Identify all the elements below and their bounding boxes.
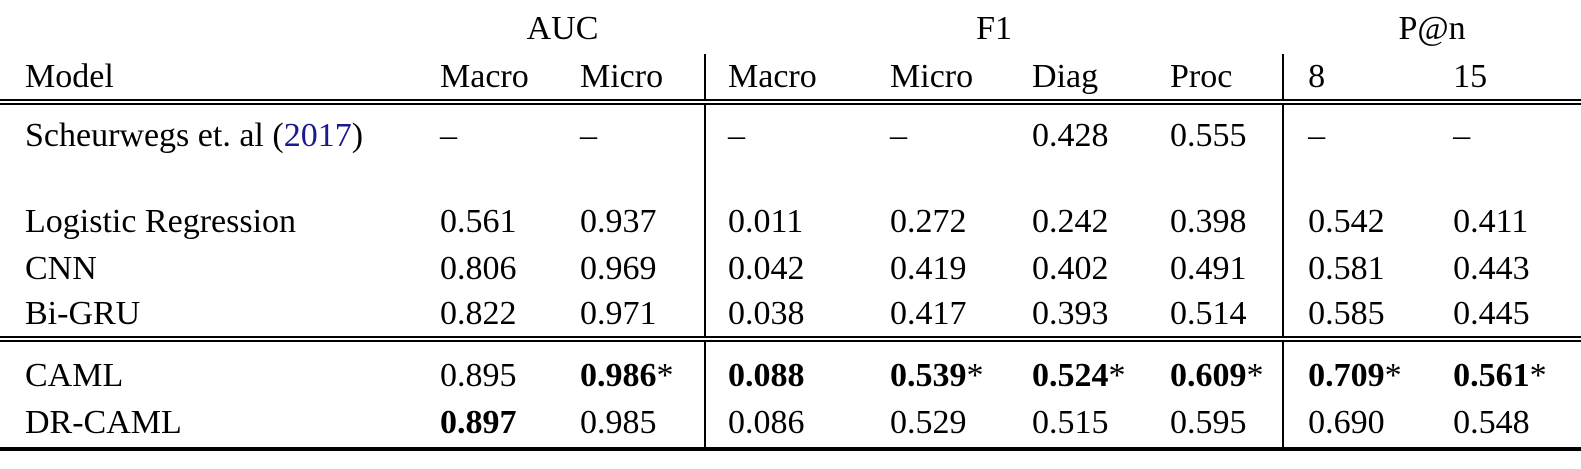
cell-scheurwegs-f1-proc: 0.555 xyxy=(1150,102,1285,166)
cell-scheurwegs-f1-diag: 0.428 xyxy=(1032,116,1109,154)
cell-cnn-f1-proc: 0.491 xyxy=(1150,245,1285,292)
cell-bigru-auc-macro: 0.822 xyxy=(420,292,560,342)
cell-bigru-p8: 0.585 xyxy=(1283,292,1436,342)
column-header-p-at-15: 15 xyxy=(1435,54,1581,105)
cell-drcaml-f1-diag: 0.515 xyxy=(1012,399,1151,451)
cell-bigru-auc-micro: 0.971 xyxy=(560,292,707,342)
table-row-cnn: CNN 0.806 0.969 0.042 0.419 0.402 0.491 … xyxy=(0,245,1581,292)
table-row-dr-caml: DR-CAML 0.897 0.985 0.086 0.529 0.515 0.… xyxy=(0,399,1581,451)
cell-bigru-f1-proc: 0.514 xyxy=(1150,292,1285,342)
cell-caml-f1-micro: 0.539* xyxy=(890,356,984,394)
cell-lr-auc-macro: 0.561 xyxy=(440,202,517,240)
citation-text-pre: Scheurwegs et. al ( xyxy=(25,116,284,154)
column-header-auc-micro: Micro xyxy=(560,54,707,105)
group-header-auc: AUC xyxy=(526,10,599,47)
cell-drcaml-p8: 0.690 xyxy=(1283,399,1436,451)
cell-scheurwegs-p8: – xyxy=(1308,116,1326,154)
cell-scheurwegs-auc-macro: – xyxy=(440,116,457,154)
cell-cnn-f1-diag: 0.402 xyxy=(1032,249,1109,287)
cell-lr-f1-macro: 0.011 xyxy=(728,202,804,240)
cell-drcaml-f1-macro: 0.086 xyxy=(705,399,871,451)
results-table: AUC F1 P@n Model Macro Micro Macro Micro… xyxy=(0,4,1581,451)
cell-scheurwegs-f1-macro: – xyxy=(728,116,746,154)
cell-cnn-f1-micro: 0.419 xyxy=(890,249,967,287)
cell-caml-f1-diag: 0.524* xyxy=(1032,356,1126,394)
group-header-spacer xyxy=(0,4,420,54)
model-name-bi-gru: Bi-GRU xyxy=(0,292,420,342)
cell-bigru-p15: 0.445 xyxy=(1435,292,1581,342)
cell-bigru-f1-macro: 0.038 xyxy=(705,292,871,342)
cell-caml-f1-proc: 0.609* xyxy=(1150,339,1285,399)
cell-scheurwegs-f1-micro: – xyxy=(890,116,908,154)
column-header-f1-diag: Diag xyxy=(1012,54,1151,105)
group-header-p-at-n: P@n xyxy=(1398,10,1466,47)
cell-cnn-auc-macro: 0.806 xyxy=(440,249,517,287)
column-header-p-at-8: 8 xyxy=(1283,54,1436,105)
group-header-row: AUC F1 P@n xyxy=(0,4,1581,54)
cell-cnn-p8: 0.581 xyxy=(1308,249,1385,287)
cell-drcaml-auc-micro: 0.985 xyxy=(560,399,707,451)
column-header-f1-micro: Micro xyxy=(870,54,1013,105)
model-name-scheurwegs: Scheurwegs et. al (2017) xyxy=(0,102,420,166)
cell-caml-auc-micro: 0.986* xyxy=(560,339,707,399)
cell-drcaml-f1-micro: 0.529 xyxy=(870,399,1013,451)
table-row-scheurwegs: Scheurwegs et. al (2017) – – – – 0.428 0… xyxy=(0,102,1581,166)
cell-drcaml-f1-proc: 0.595 xyxy=(1150,399,1285,451)
column-header-model: Model xyxy=(0,54,420,105)
column-header-row: Model Macro Micro Macro Micro Diag Proc … xyxy=(0,54,1581,105)
column-header-auc-macro: Macro xyxy=(420,54,560,105)
model-name-logistic-regression: Logistic Regression xyxy=(25,202,297,240)
table-row-logistic-regression: Logistic Regression 0.561 0.937 0.011 0.… xyxy=(0,198,1581,245)
table-row-bi-gru: Bi-GRU 0.822 0.971 0.038 0.417 0.393 0.5… xyxy=(0,292,1581,342)
model-name-dr-caml: DR-CAML xyxy=(0,399,420,451)
cell-drcaml-auc-macro: 0.897 xyxy=(420,399,560,451)
column-header-f1-macro: Macro xyxy=(705,54,871,105)
citation-link-2017[interactable]: 2017 xyxy=(283,116,352,154)
cell-cnn-f1-macro: 0.042 xyxy=(728,249,805,287)
cell-lr-f1-proc: 0.398 xyxy=(1150,198,1285,245)
cell-lr-f1-diag: 0.242 xyxy=(1032,202,1109,240)
table-row-caml: CAML 0.895 0.986* 0.088 0.539* 0.524* 0.… xyxy=(0,339,1581,399)
cell-caml-p15: 0.561* xyxy=(1453,356,1547,394)
cell-lr-p15: 0.411 xyxy=(1453,202,1529,240)
model-name-caml: CAML xyxy=(25,356,124,394)
cell-cnn-p15: 0.443 xyxy=(1453,249,1530,287)
cell-caml-auc-macro: 0.895 xyxy=(440,356,517,394)
citation-text-post: ) xyxy=(351,116,364,154)
model-name-cnn: CNN xyxy=(25,249,97,287)
cell-drcaml-p15: 0.548 xyxy=(1435,399,1581,451)
group-header-f1: F1 xyxy=(976,10,1012,47)
cell-bigru-f1-diag: 0.393 xyxy=(1012,292,1151,342)
cell-lr-p8: 0.542 xyxy=(1308,202,1385,240)
cell-cnn-auc-micro: 0.969 xyxy=(560,245,707,292)
cell-caml-p8: 0.709* xyxy=(1308,356,1402,394)
cell-lr-f1-micro: 0.272 xyxy=(890,202,967,240)
cell-bigru-f1-micro: 0.417 xyxy=(870,292,1013,342)
column-header-f1-proc: Proc xyxy=(1150,54,1285,105)
cell-scheurwegs-auc-micro: – xyxy=(560,102,707,166)
cell-caml-f1-macro: 0.088 xyxy=(728,356,805,394)
spacer-row xyxy=(0,166,1581,198)
cell-scheurwegs-p15: – xyxy=(1453,116,1471,154)
cell-lr-auc-micro: 0.937 xyxy=(560,198,707,245)
